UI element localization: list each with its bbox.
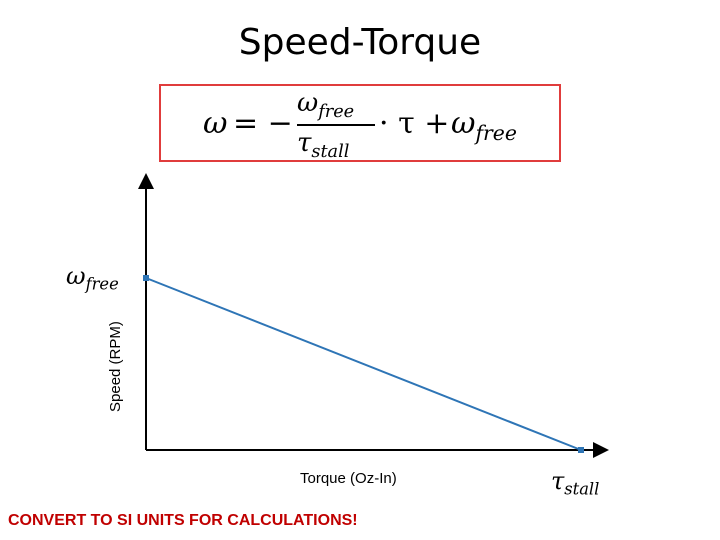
formula-lhs: ω xyxy=(203,106,228,141)
y-tick-free: ωfree xyxy=(66,262,119,294)
denominator-sub: stall xyxy=(311,142,350,163)
numerator-symbol: ω xyxy=(297,88,319,118)
y-axis-label: Speed (RPM) xyxy=(107,321,124,412)
formula-equals-minus: = − xyxy=(233,106,293,141)
tail-sub: free xyxy=(475,121,517,146)
tail-symbol: ω xyxy=(451,106,476,141)
formula-box: ω = − ωfree τstall · τ + ωfree xyxy=(159,84,561,162)
formula-tail: ωfree xyxy=(451,106,517,145)
y-tick-sub: free xyxy=(85,274,119,294)
x-tick-symbol: τ xyxy=(551,467,565,495)
numerator-sub: free xyxy=(318,102,355,123)
data-point-1 xyxy=(578,447,584,453)
x-tick-sub: stall xyxy=(564,479,600,499)
formula-fraction: ωfree τstall xyxy=(297,88,377,162)
denominator-symbol: τ xyxy=(297,128,312,159)
y-tick-symbol: ω xyxy=(66,262,86,290)
fraction-bar xyxy=(297,124,375,127)
data-point-0 xyxy=(143,275,149,281)
fraction-numerator: ωfree xyxy=(297,88,377,122)
x-axis-label: Torque (Oz-In) xyxy=(300,470,397,487)
page-title: Speed-Torque xyxy=(238,22,482,63)
footer-note: CONVERT TO SI UNITS FOR CALCULATIONS! xyxy=(8,512,358,529)
x-tick-stall: τstall xyxy=(551,467,599,499)
fraction-denominator: τstall xyxy=(297,128,377,162)
series-layer xyxy=(143,275,584,453)
formula-dot-tau: · τ + xyxy=(379,106,450,141)
series-line xyxy=(145,277,582,451)
